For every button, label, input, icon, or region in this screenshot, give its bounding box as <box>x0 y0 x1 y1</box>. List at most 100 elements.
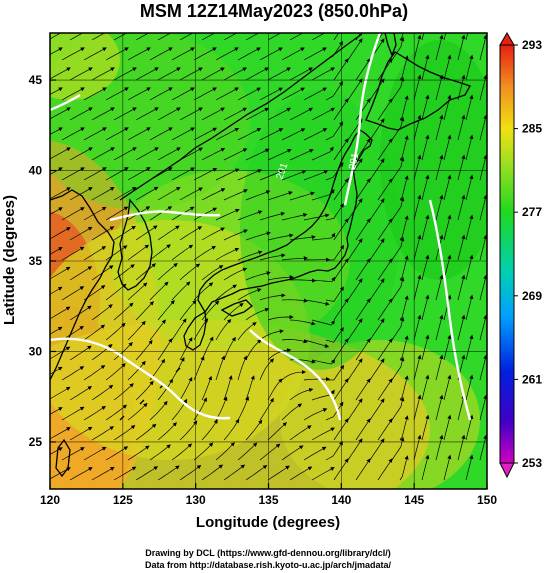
streamline <box>479 354 487 381</box>
streamline <box>157 33 172 41</box>
streamline <box>421 94 430 121</box>
streamline <box>355 138 371 161</box>
streamline <box>347 238 363 261</box>
streamline <box>127 402 148 421</box>
streamline <box>399 295 409 321</box>
streamline <box>369 78 385 101</box>
streamline <box>149 127 173 141</box>
streamline <box>179 299 197 321</box>
streamline <box>171 47 195 61</box>
streamline <box>281 170 307 181</box>
streamline <box>135 107 159 121</box>
streamline <box>457 434 466 461</box>
streamline <box>157 378 174 401</box>
streamline <box>149 319 166 341</box>
streamline <box>347 278 363 301</box>
streamline <box>391 356 405 381</box>
streamline <box>391 36 405 61</box>
streamline <box>435 74 444 101</box>
colorbar: 253 261 269 277 285 293 <box>499 32 542 479</box>
streamline <box>421 414 430 441</box>
streamline <box>179 67 203 81</box>
isotherm-contours <box>50 33 472 421</box>
streamline <box>237 87 261 101</box>
streamline <box>391 316 405 341</box>
streamline <box>135 186 159 201</box>
streamline <box>488 137 494 160</box>
streamline <box>267 191 293 201</box>
streamline <box>50 427 71 440</box>
streamline <box>69 305 92 321</box>
streamline <box>69 226 93 241</box>
contour-label: 291 <box>347 152 361 171</box>
streamline <box>347 398 363 421</box>
streamline <box>83 206 107 221</box>
streamline <box>347 318 363 341</box>
streamline <box>267 314 294 321</box>
streamline <box>179 107 203 121</box>
streamline <box>421 134 430 161</box>
streamline <box>223 464 246 481</box>
streamline <box>61 366 85 381</box>
streamline <box>479 154 487 181</box>
credit-line-drawing: Drawing by DCL (https://www.gfd-dennou.o… <box>145 548 391 558</box>
streamline <box>61 246 85 261</box>
streamline <box>157 67 181 81</box>
streamline <box>281 47 305 61</box>
streamline <box>443 454 452 481</box>
streamline <box>245 231 271 241</box>
streamline <box>311 146 334 161</box>
streamline <box>465 374 474 401</box>
streamline <box>391 276 405 301</box>
streamline <box>223 148 248 161</box>
streamline <box>311 107 336 121</box>
streamline <box>325 286 344 302</box>
streamline <box>50 187 71 200</box>
map-title: MSM 12Z14May2023 (850.0hPa) <box>140 1 408 21</box>
streamline <box>237 169 262 181</box>
streamline <box>377 218 393 241</box>
streamline <box>215 208 240 221</box>
streamline <box>413 394 422 421</box>
streamline <box>377 418 393 441</box>
plot-area: 291 291 <box>50 33 494 489</box>
streamline <box>399 135 409 161</box>
streamline <box>157 186 181 201</box>
streamline <box>369 158 385 181</box>
streamline <box>281 87 305 101</box>
streamline <box>127 127 151 141</box>
streamline <box>267 107 292 121</box>
streamline <box>443 33 447 41</box>
streamline <box>355 338 371 361</box>
streamline <box>157 465 180 481</box>
streamline <box>259 211 286 221</box>
streamline <box>435 114 444 141</box>
streamline <box>443 134 452 161</box>
streamline <box>303 47 327 61</box>
streamline <box>215 318 232 341</box>
streamline <box>105 47 129 61</box>
streamline <box>245 190 271 201</box>
colorbar-tick-label: 293 <box>522 38 542 52</box>
streamline <box>289 387 314 401</box>
streamline <box>377 378 393 401</box>
streamline <box>326 244 345 261</box>
streamline <box>413 34 422 61</box>
streamline <box>443 414 452 441</box>
streamline <box>267 233 294 241</box>
x-axis-ticks: 120 125 130 135 140 145 150 <box>40 483 497 507</box>
streamline <box>435 154 444 181</box>
streamline <box>179 147 203 161</box>
streamline <box>479 274 487 301</box>
streamline <box>333 178 349 201</box>
streamline <box>223 336 236 361</box>
streamline <box>127 87 151 101</box>
streamline <box>333 58 349 81</box>
streamline <box>443 294 452 321</box>
streamline <box>157 107 181 121</box>
streamline <box>69 67 93 81</box>
streamline <box>223 418 240 441</box>
streamline <box>369 358 385 381</box>
streamline <box>391 196 405 221</box>
streamline <box>355 418 371 441</box>
